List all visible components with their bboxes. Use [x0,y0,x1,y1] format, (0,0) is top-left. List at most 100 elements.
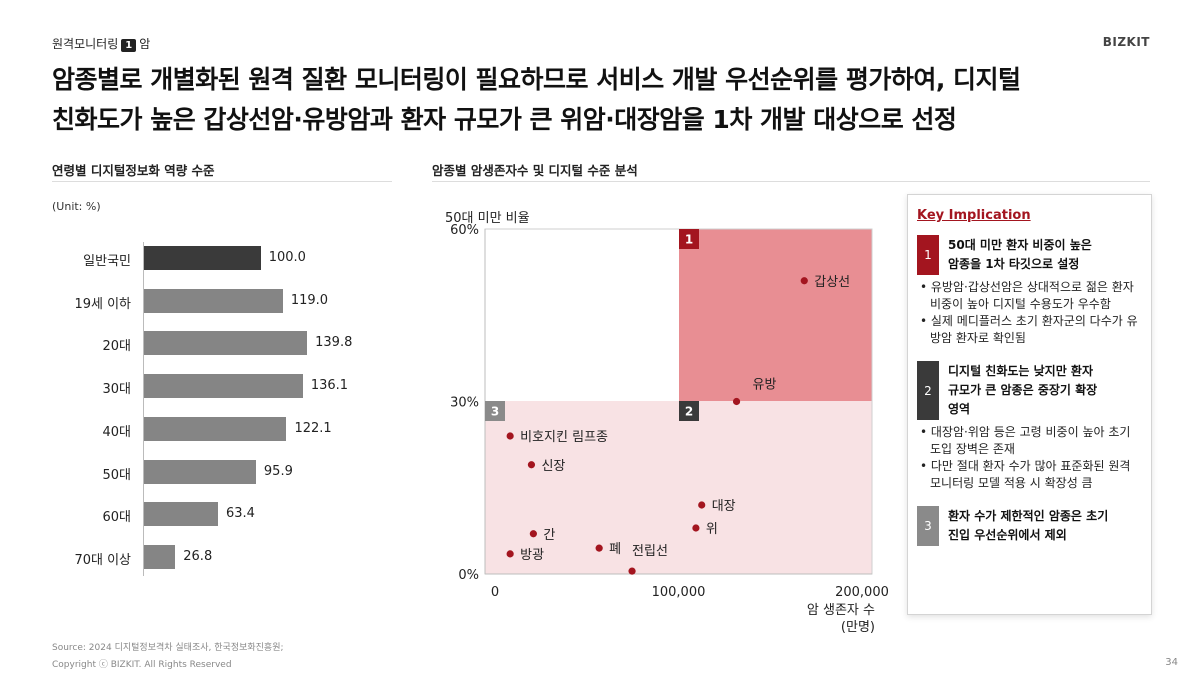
key-implication-bullet: • 대장암·위암 등은 고령 비중이 높아 초기 도입 장벽은 존재 [920,425,1131,456]
data-point [527,461,536,469]
data-point [506,432,514,440]
bar [144,459,256,484]
quadrant-2-badge-text: 2 [685,405,693,419]
data-point-label: 방광 [520,548,544,563]
data-point [698,501,706,509]
x-axis-title-line-1: 암 생존자 수 [806,603,875,618]
copyright: Copyright ⓒ BIZKIT. All Rights Reserved [52,660,232,670]
page-number: 34 [1165,657,1178,668]
key-implication-heading-line: 50대 미만 환자 비중이 높은 [948,238,1092,252]
bar [144,246,261,270]
quadrant-3-area [485,401,679,574]
bar-value-label: 122.1 [294,420,332,436]
data-point-label: 대장 [712,499,736,514]
bar [144,502,218,527]
bar-category-label: 30대 [102,382,131,398]
bar-category-label: 일반국민 [83,254,131,269]
key-implication-list: 1 50대 미만 환자 비중이 높은 암종을 1차 타깃으로 설정 • 유방암·갑상선… [917,235,1143,556]
y-tick-label: 0% [458,568,479,583]
data-point [595,544,603,552]
key-implication-heading-line: 진입 우선순위에서 제외 [948,528,1067,542]
quadrant-1-badge-text: 1 [685,233,693,247]
bar [144,331,308,356]
key-implication-heading-line: 암종을 1차 타깃으로 설정 [948,257,1080,271]
quadrant-4-area [485,229,679,401]
section-topic: 암 [139,37,151,51]
key-implication-heading-line: 규모가 큰 암종은 중장기 확장 [948,383,1098,397]
bar-category-label: 70대 이상 [74,552,131,568]
quadrant-2-area [679,401,872,574]
key-implication-item: 1 50대 미만 환자 비중이 높은 암종을 1차 타깃으로 설정 [917,235,1143,275]
data-point-label: 유방 [753,378,777,393]
left-panel-divider [52,181,392,182]
data-point [529,530,537,538]
data-point-label: 간 [543,528,555,543]
y-axis-title: 50대 미만 비율 [445,211,530,226]
key-implication-badge: 1 [917,235,939,275]
key-implication-item: 2 디지털 친화도는 낮지만 환자 규모가 큰 암종은 중장기 확장 영역 [917,361,1143,420]
page-title-line-2: 친화도가 높은 갑상선암·유방암과 환자 규모가 큰 위암·대장암을 1차 개발… [52,105,957,134]
quadrant-3-badge [485,401,505,421]
data-point-label: 전립선 [632,544,668,559]
data-point [732,397,741,406]
page-title-line-1: 암종별로 개별화된 원격 질환 모니터링이 필요하므로 서비스 개발 우선순위를… [52,65,1021,94]
x-tick-label: 100,000 [652,585,706,600]
bar-value-label: 139.8 [315,335,353,351]
bar-value-label: 119.0 [290,292,329,308]
x-axis-title: 암 생존자 수 (만명) [800,602,875,636]
bar [144,288,283,313]
quadrant-1-area [679,229,872,401]
quadrant-2-badge [679,401,699,421]
quadrant-1-badge [679,229,699,249]
x-tick-label: 0 [491,585,499,600]
bar-category-label: 40대 [102,424,131,440]
bar [144,416,287,441]
left-panel-title: 연령별 디지털정보화 역량 수준 [52,163,215,178]
bar-value-label: 26.8 [183,548,213,564]
page-title: 암종별로 개별화된 원격 질환 모니터링이 필요하므로 서비스 개발 우선순위를… [52,60,1021,140]
key-implication-badge: 2 [917,361,939,420]
data-point [800,277,808,285]
x-axis-title-line-2: (만명) [840,620,875,635]
key-implication-heading-line: 디지털 친화도는 낮지만 환자 [948,364,1094,378]
bar-value-label: 136.1 [310,378,349,394]
unit-label: (Unit: %) [52,200,101,213]
section-label-text: 원격모니터링 [52,37,119,51]
bar-category-label: 50대 [102,467,131,483]
data-point [692,524,700,532]
section-label: 원격모니터링 1 암 [52,35,150,52]
x-tick-label: 200,000 [835,585,889,600]
bar [144,374,303,399]
bizkit-logo: BIZKIT [1102,35,1150,49]
key-implication-badge: 3 [917,506,939,546]
key-implication-heading-line: 영역 [948,402,971,416]
right-panel-divider [432,181,1150,182]
key-implication-title: Key Implication [917,208,1031,223]
key-implication-bullet: • 유방암·갑상선암은 상대적으로 젊은 환자 비중이 높아 디지털 수용도가 … [920,280,1134,311]
data-point-label: 갑상선 [814,275,850,290]
data-point [506,550,514,558]
key-implication-item: 3 환자 수가 제한적인 암종은 초기 진입 우선순위에서 제외 [917,506,1143,546]
bar-value-label: 63.4 [225,506,255,522]
data-point-label: 폐 [609,542,621,557]
bar [144,544,176,569]
y-tick-label: 30% [450,396,479,411]
key-implication-bullet: • 실제 메디플러스 초기 환자군의 다수가 유방암 환자로 확인됨 [920,314,1138,345]
section-number-badge: 1 [121,39,137,52]
quadrant-3-badge-text: 3 [491,405,499,419]
key-implication-bullets: • 유방암·갑상선암은 상대적으로 젊은 환자 비중이 높아 디지털 수용도가 … [920,279,1143,347]
key-implication-heading-line: 환자 수가 제한적인 암종은 초기 [948,509,1109,523]
key-implication-bullets: • 대장암·위암 등은 고령 비중이 높아 초기 도입 장벽은 존재 • 다만 절… [920,424,1143,492]
bar-category-label: 20대 [102,339,131,355]
bar-category-label: 60대 [102,510,131,526]
key-implication-bullet: • 다만 절대 환자 수가 많아 표준화된 원격 모니터링 모델 적용 시 확장… [920,459,1131,490]
bar-value-label: 100.0 [268,250,306,265]
bar-category-label: 19세 이하 [74,296,131,312]
source-note: Source: 2024 디지털정보격차 실태조사, 한국정보화진흥원; [52,643,284,653]
key-implication-box: Key Implication 1 50대 미만 환자 비중이 높은 암종을 1차 … [907,194,1152,615]
right-panel-title: 암종별 암생존자수 및 디지털 수준 분석 [432,163,638,178]
